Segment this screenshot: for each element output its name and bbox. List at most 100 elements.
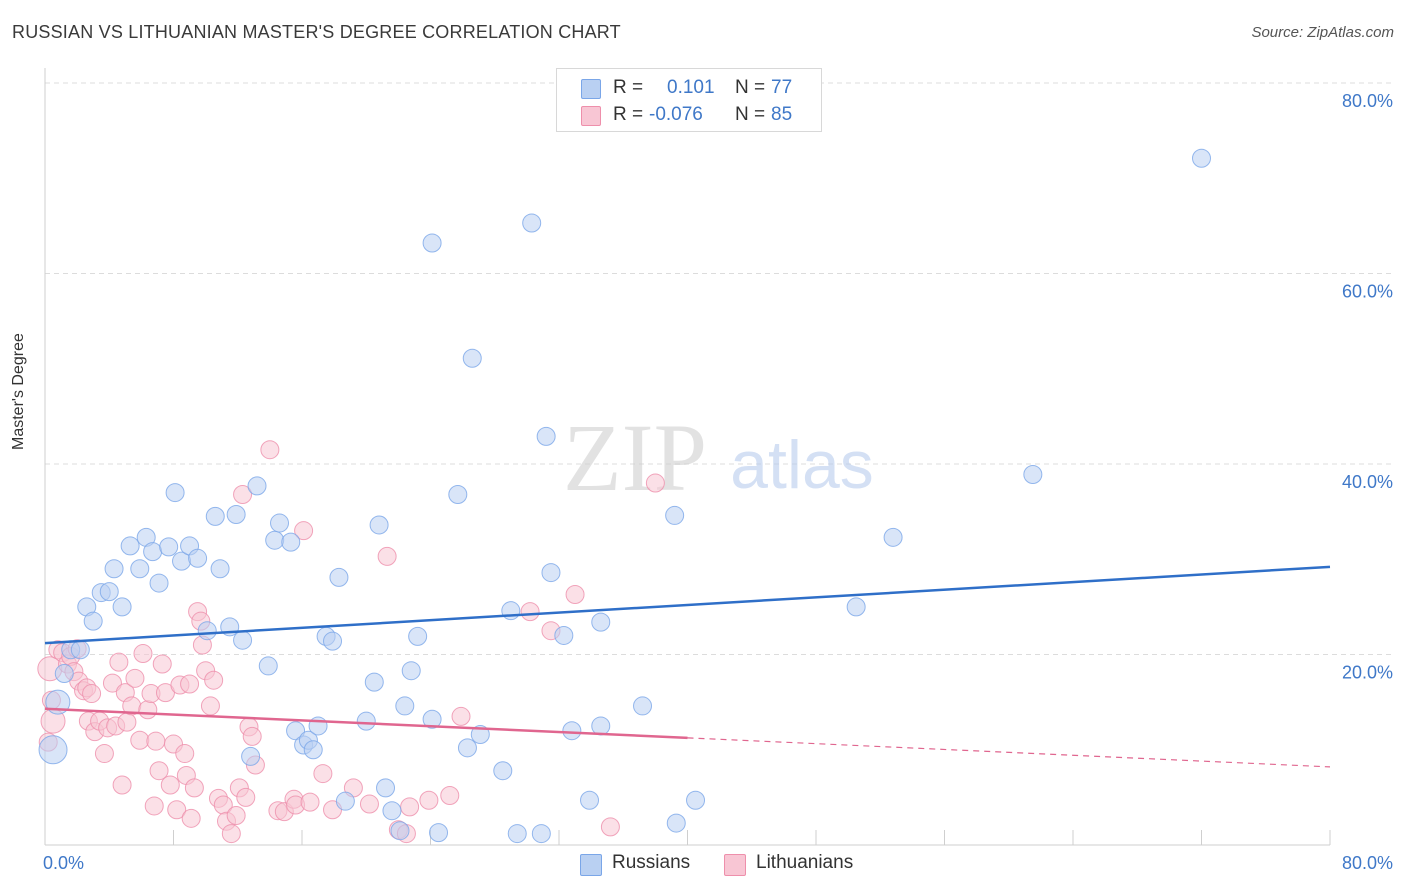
point-lithuanians [221,824,241,844]
point-lithuanians [377,546,397,566]
tick-labels: 20.0% 40.0% 60.0% 80.0% 0.0% 80.0% [43,91,1393,873]
point-lithuanians [294,521,314,541]
point-lithuanians [600,817,620,837]
point-russians [376,778,396,798]
point-russians [281,532,301,552]
point-lithuanians [359,794,379,814]
point-russians [112,597,132,617]
point-russians [38,735,68,765]
point-russians [522,213,542,233]
point-russians [401,661,421,681]
point-russians [329,567,349,587]
point-lithuanians [419,790,439,810]
point-lithuanians [226,805,246,825]
point-russians [422,709,442,729]
point-russians [323,631,343,651]
point-lithuanians [204,670,224,690]
point-russians [286,721,306,741]
x-tick-label: 80.0% [1342,853,1393,873]
point-russians [382,801,402,821]
point-russians [270,513,290,533]
point-lithuanians [200,696,220,716]
legend-n-value: 85 [771,104,793,125]
point-lithuanians [520,602,540,622]
point-russians [303,740,323,760]
point-russians [104,559,124,579]
point-lithuanians [645,473,665,493]
trend-lines [44,565,1331,768]
point-russians [364,672,384,692]
point-russians [408,626,428,646]
point-russians [493,761,513,781]
source-credit: Source: ZipAtlas.com [1251,24,1394,41]
point-russians [390,821,410,841]
point-russians [448,484,468,504]
point-russians [666,813,686,833]
point-russians [883,527,903,547]
point-lithuanians [138,700,158,720]
trend-line-lithuanians [44,707,688,740]
point-russians [562,721,582,741]
point-russians [536,426,556,446]
point-russians [369,515,389,535]
point-lithuanians [146,731,166,751]
point-russians [233,630,253,650]
point-russians [226,504,246,524]
point-russians [356,711,376,731]
point-russians [429,823,449,843]
stats-legend: R = 0.101 N = 77 R = -0.076 N = 85 [556,68,822,132]
point-lithuanians [109,652,129,672]
y-tick-label: 60.0% [1342,282,1393,302]
legend-n-label: N = [735,104,766,125]
point-russians [633,696,653,716]
point-russians [205,506,225,526]
point-russians [99,582,119,602]
point-lithuanians [184,778,204,798]
point-lithuanians [133,644,153,664]
x-tick-label: 0.0% [43,853,84,873]
point-lithuanians [82,684,102,704]
point-russians [591,612,611,632]
legend-r-value: -0.076 [649,104,703,125]
point-lithuanians [175,744,195,764]
watermark-atlas: atlas [730,427,874,503]
legend-swatch-lithuanians [581,106,601,126]
point-lithuanians [260,440,280,460]
point-russians [258,656,278,676]
point-lithuanians [149,761,169,781]
point-russians [1192,148,1211,168]
point-russians [120,536,140,556]
legend-r-label: R = [613,104,644,125]
point-russians [159,537,179,557]
point-lithuanians [440,785,460,805]
point-lithuanians [300,792,320,812]
point-lithuanians [451,706,471,726]
point-lithuanians [94,744,114,764]
series-label-russians: Russians [612,852,691,873]
y-tick-label: 80.0% [1342,91,1393,111]
point-lithuanians [313,764,333,784]
y-axis-label: Master's Degree [10,333,27,450]
point-russians [265,530,285,550]
trend-line-russians [44,565,1331,645]
legend-n-label: N = [735,77,766,98]
point-lithuanians [167,800,187,820]
watermark-zip: ZIP [563,404,707,511]
y-tick-label: 40.0% [1342,472,1393,492]
point-lithuanians [233,484,253,504]
legend-swatch-russians [581,79,601,99]
point-russians [457,738,477,758]
legend-n-value: 77 [771,77,793,98]
point-lithuanians [180,674,200,694]
grid-lines [45,82,1395,655]
point-russians [470,725,490,745]
point-russians [149,573,169,593]
point-russians [591,716,611,736]
point-russians [130,559,150,579]
point-russians [165,483,185,503]
point-russians [54,664,74,684]
point-russians [686,790,706,810]
point-russians [395,696,415,716]
data-points [37,148,1211,844]
